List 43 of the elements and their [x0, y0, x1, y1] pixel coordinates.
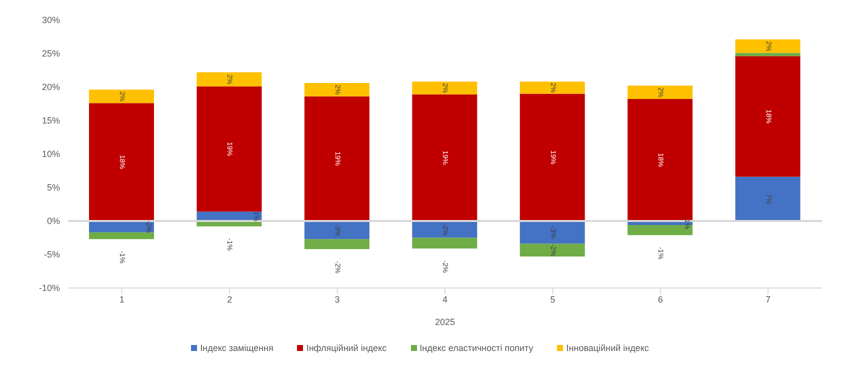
bar [304, 221, 370, 240]
y-tick-label: -10% [38, 283, 60, 294]
y-tick-label: -5% [44, 250, 60, 260]
bar [196, 86, 262, 212]
bar [520, 221, 585, 244]
bar [735, 39, 800, 53]
y-tick-label: 20% [42, 82, 60, 92]
bar [735, 56, 800, 177]
bar [628, 86, 693, 100]
bar [412, 238, 478, 248]
bar [304, 239, 370, 250]
y-tick-label: 5% [46, 182, 60, 193]
bar [412, 94, 478, 221]
bar [89, 90, 154, 104]
x-axis-title: 2025 [434, 317, 456, 327]
x-tick-label: 4 [442, 294, 448, 304]
legend-label: Індекс еластичності попиту [420, 343, 534, 353]
y-tick-label: 0% [46, 216, 60, 226]
bar [304, 96, 370, 221]
y-tick-label: 10% [42, 149, 60, 160]
bar [735, 52, 800, 56]
bar [412, 82, 478, 94]
bar [520, 94, 585, 221]
x-tick-label: 7 [766, 294, 771, 304]
x-tick-label: 5 [550, 294, 556, 304]
bar [520, 82, 585, 94]
legend-label: Інноваційний індекс [566, 343, 649, 353]
y-tick-label: 25% [42, 48, 60, 59]
bar [520, 244, 585, 257]
bar [304, 82, 370, 96]
x-tick-label: 6 [658, 294, 663, 304]
bar [735, 176, 800, 221]
bar [412, 221, 478, 238]
bar [89, 232, 154, 240]
bar [196, 72, 262, 86]
x-tick-label: 2 [227, 294, 232, 304]
y-tick-label: 15% [42, 116, 60, 126]
x-tick-label: 3 [334, 294, 340, 304]
legend-label: Інфляційний індекс [306, 343, 387, 353]
x-tick-label: 1 [119, 294, 124, 304]
legend-label: Індекс заміщення [200, 343, 274, 353]
bar [89, 103, 154, 221]
y-tick-label: 30% [42, 15, 60, 26]
